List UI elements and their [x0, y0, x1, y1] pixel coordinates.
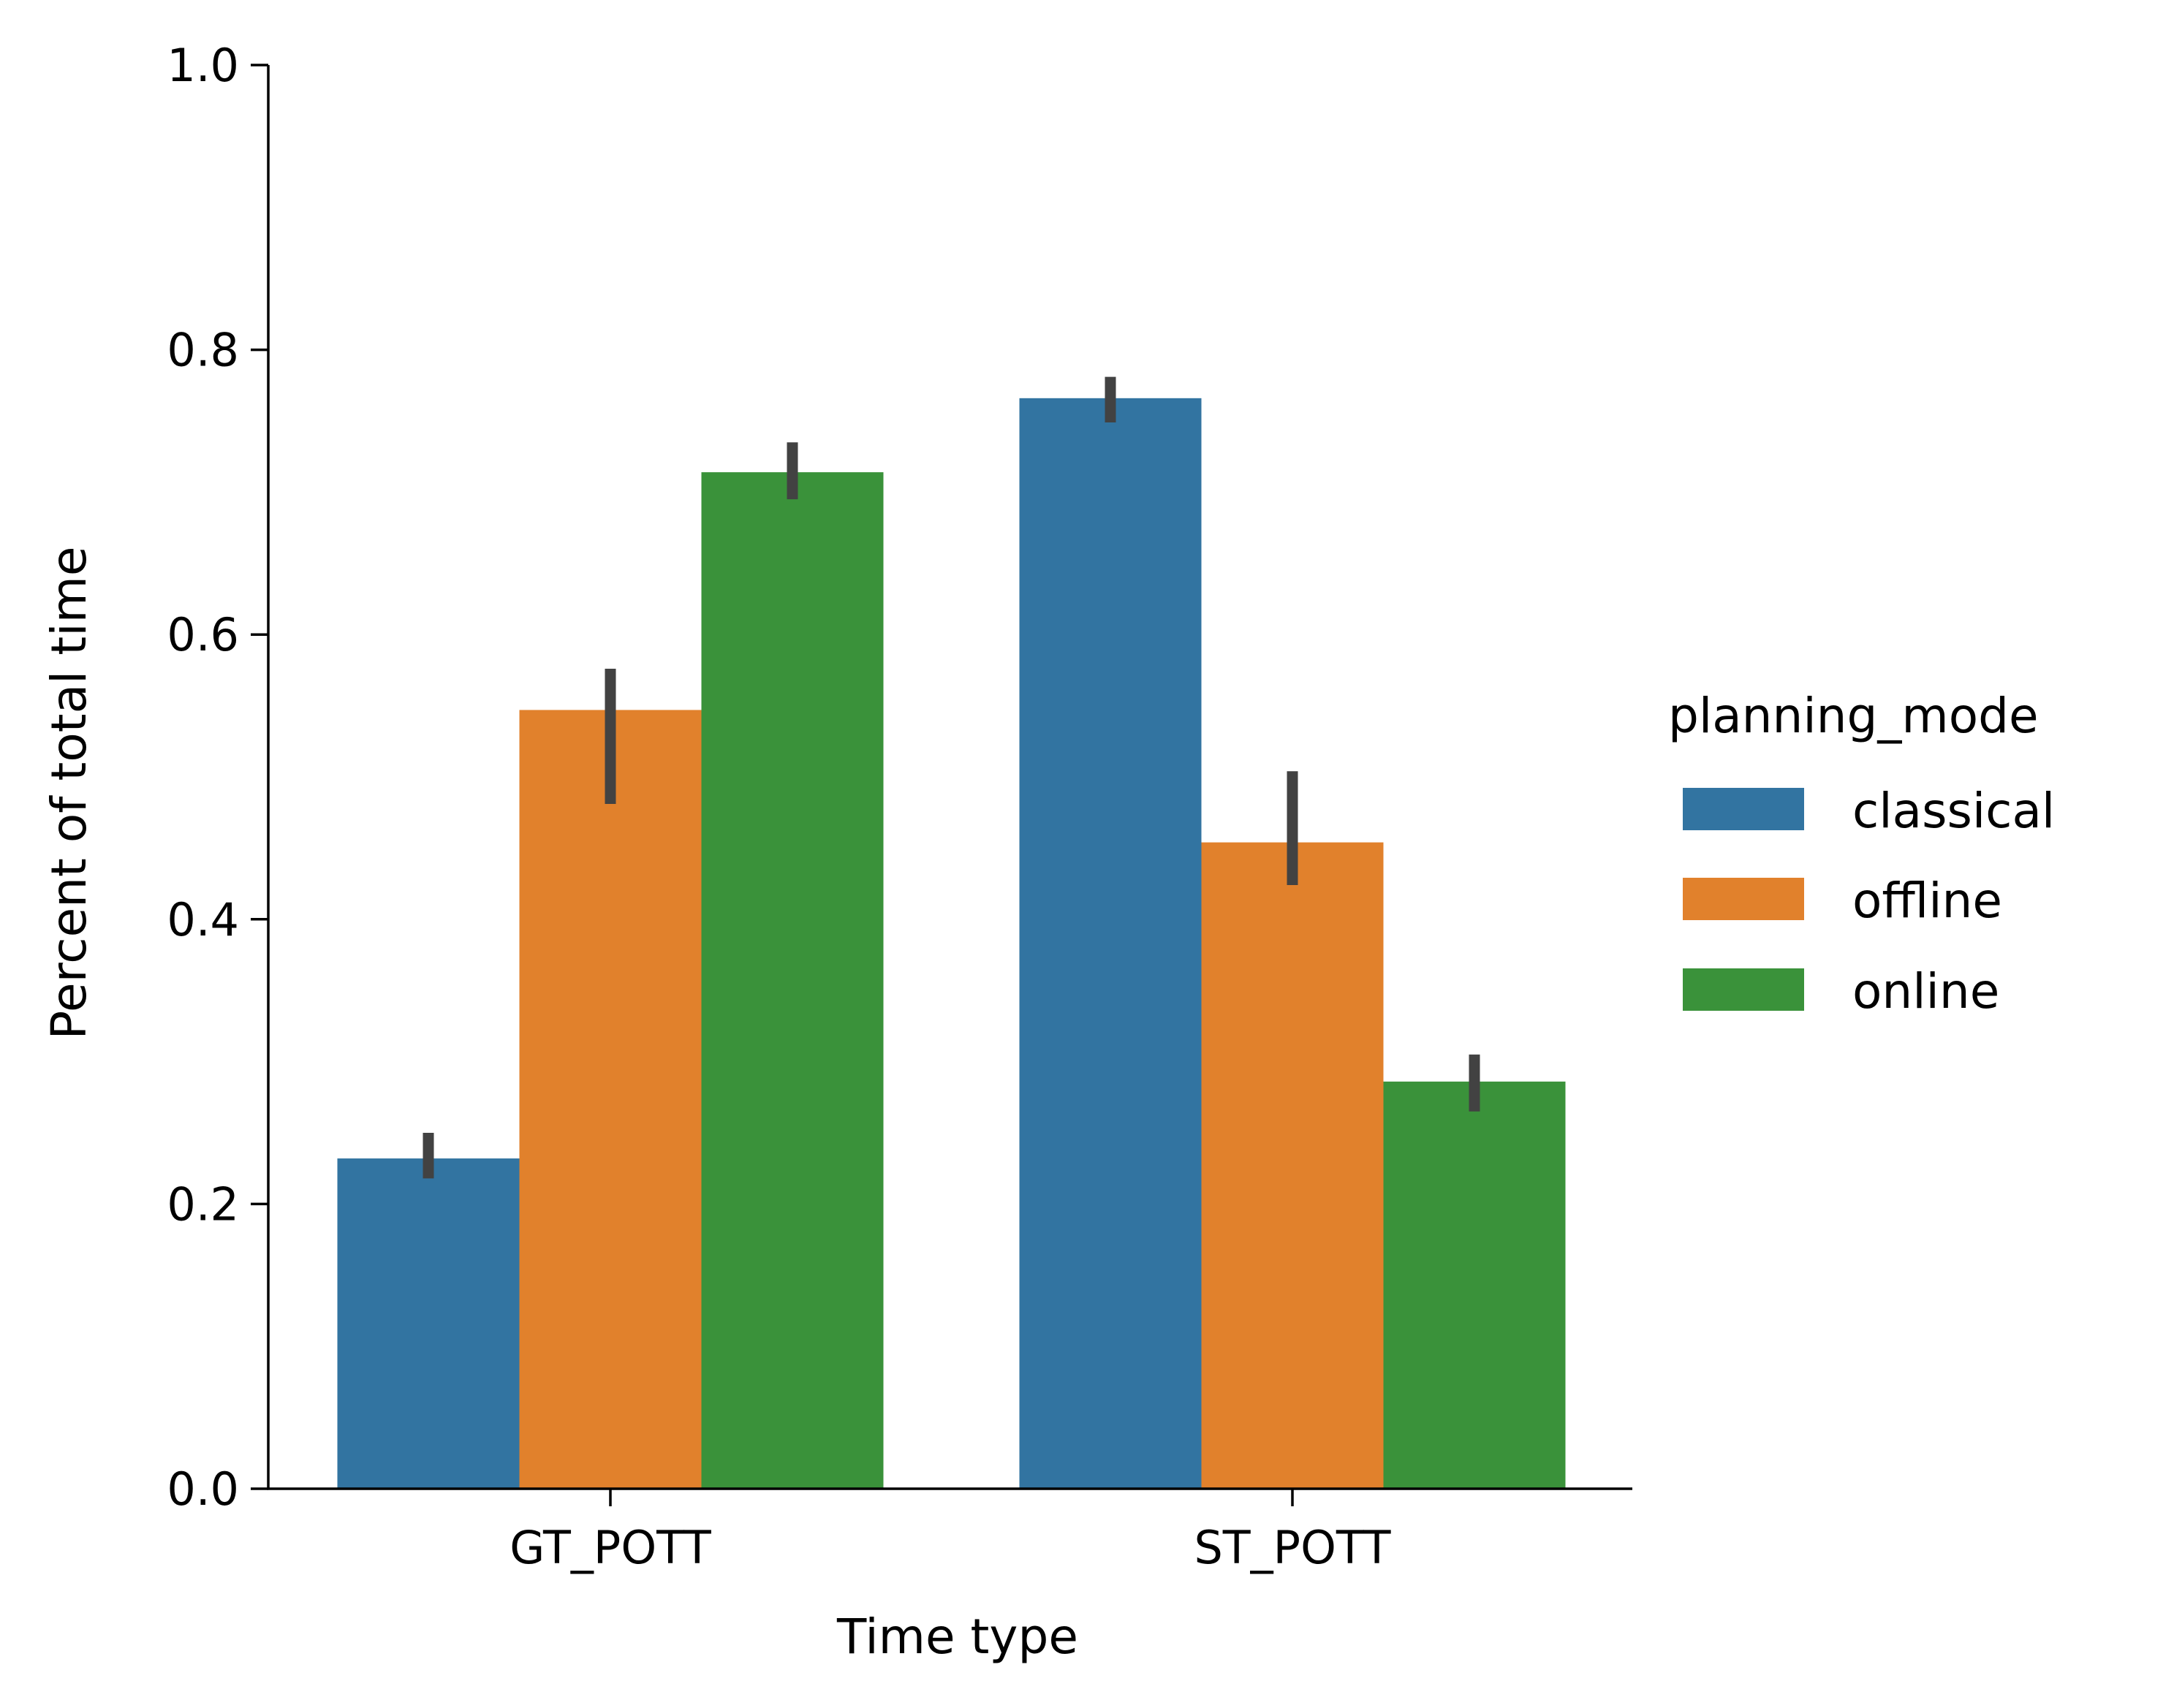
y-tick-label-1.0: 1.0: [167, 39, 239, 92]
legend-swatch-classical: [1683, 788, 1804, 830]
bar-online-st_pott: [1383, 1081, 1566, 1489]
y-axis-title: Percent of total time: [41, 547, 97, 1040]
y-tick-label-0.6: 0.6: [167, 608, 239, 661]
bar-offline-st_pott: [1201, 842, 1384, 1489]
legend-swatch-online: [1683, 968, 1804, 1011]
bar-online-gt_pott: [701, 472, 884, 1489]
y-tick-labels: 0.0 0.2 0.4 0.6 0.8 1.0: [167, 39, 239, 1516]
error-bars-group: [423, 376, 1480, 1179]
bar-classical-st_pott: [1019, 398, 1202, 1489]
y-tick-label-0.4: 0.4: [167, 893, 239, 946]
legend-label-offline: offline: [1852, 873, 2002, 929]
x-tick-labels: GT_POTT ST_POTT: [510, 1521, 1391, 1574]
legend-label-classical: classical: [1852, 783, 2055, 839]
legend-swatch-offline: [1683, 878, 1804, 920]
x-tick-label-st_pott: ST_POTT: [1194, 1521, 1391, 1574]
bar-classical-gt_pott: [337, 1158, 520, 1489]
y-tick-label-0.0: 0.0: [167, 1462, 239, 1516]
bar-offline-gt_pott: [519, 710, 702, 1489]
x-tick-label-gt_pott: GT_POTT: [510, 1521, 712, 1574]
x-axis-title: Time type: [836, 1609, 1078, 1665]
bars-group: [337, 398, 1566, 1489]
legend-title: planning_mode: [1668, 688, 2039, 744]
legend-label-online: online: [1852, 963, 1999, 1020]
legend: planning_mode classical offline online: [1668, 688, 2055, 1020]
y-tick-label-0.8: 0.8: [167, 324, 239, 377]
y-tick-label-0.2: 0.2: [167, 1177, 239, 1231]
axes-group: [251, 64, 1632, 1506]
